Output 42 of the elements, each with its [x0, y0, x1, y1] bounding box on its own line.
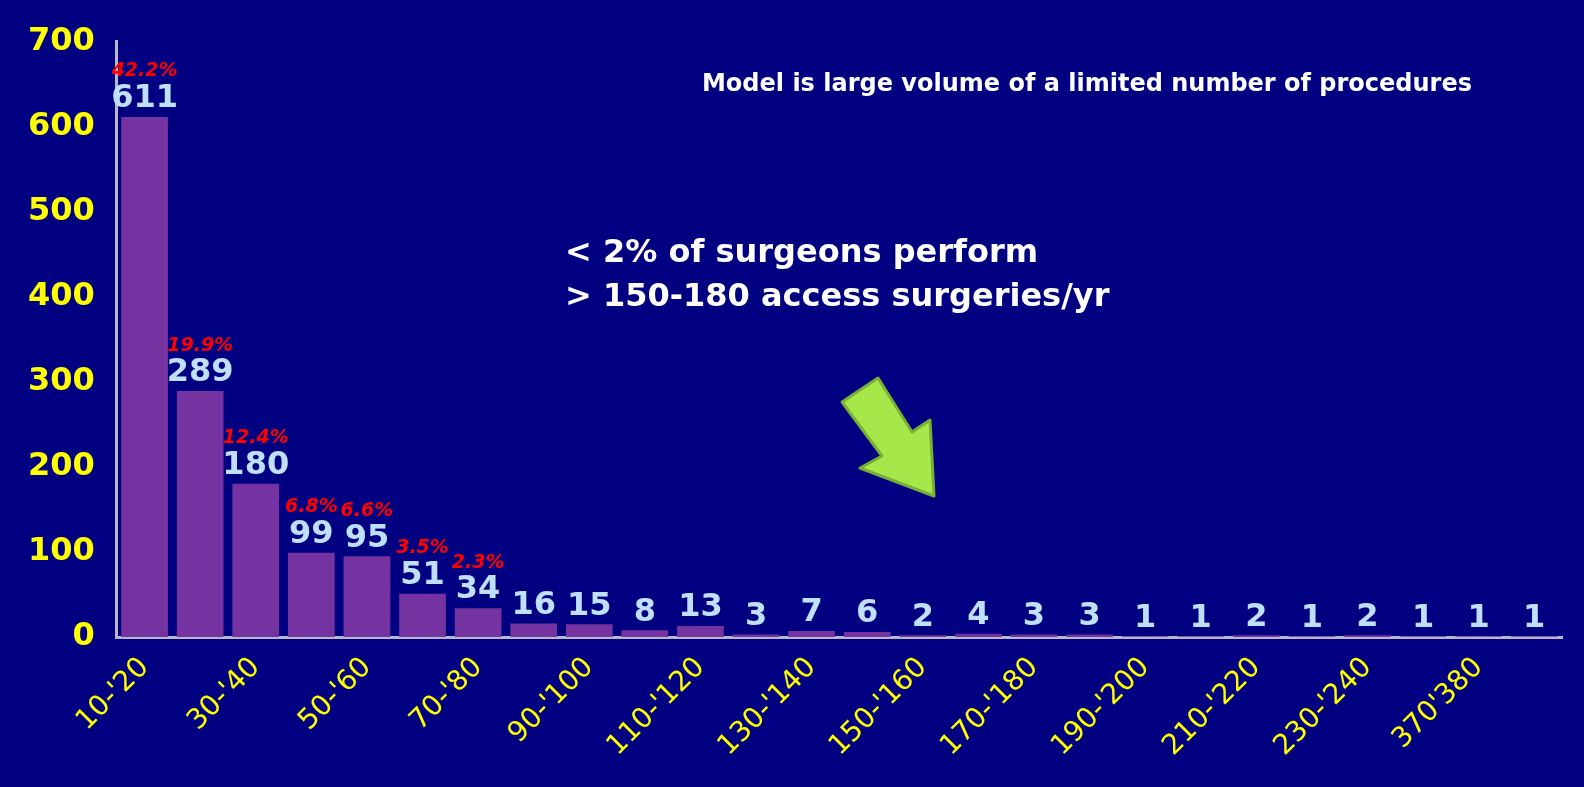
data-label: 1 — [1133, 596, 1157, 635]
y-tick-label: 500 — [28, 189, 95, 228]
text: Model is large volume of a limited number of procedures — [701, 69, 1472, 98]
y-tick-label: 200 — [28, 445, 95, 484]
bar — [677, 626, 724, 638]
data-label: 13 — [678, 586, 723, 625]
bar — [788, 631, 835, 638]
y-tick-label: 300 — [28, 360, 95, 399]
data-label: 1 — [1411, 596, 1435, 635]
bar — [176, 391, 224, 638]
bar — [565, 624, 613, 638]
bar — [399, 593, 446, 638]
data-label: 15 — [567, 584, 612, 623]
data-label: 3 — [744, 594, 768, 633]
bar — [510, 623, 558, 638]
bar — [454, 608, 502, 638]
y-tick-label: 600 — [28, 104, 95, 143]
data-label: 2 — [911, 595, 934, 634]
bar — [121, 116, 168, 638]
data-label: 2 — [1356, 595, 1379, 634]
data-label: 1 — [1467, 596, 1490, 635]
data-label: 2 — [1245, 595, 1268, 634]
data-label: 6 — [856, 592, 879, 631]
bar — [621, 630, 669, 638]
bar — [343, 556, 391, 638]
data-label: 4 — [967, 593, 990, 632]
data-label: 1 — [1300, 596, 1323, 635]
annotation: < 2% of surgeons perform > 150-180 access surgeries/yr — [565, 232, 1110, 315]
y-tick-label: 700 — [28, 19, 95, 58]
data-label: 8 — [633, 590, 656, 629]
data-label: 3 — [1078, 594, 1101, 633]
bar — [288, 552, 335, 638]
y-tick-label: 100 — [28, 530, 95, 569]
y-tick-label: 400 — [28, 274, 95, 313]
bar — [232, 483, 280, 638]
data-label: 1 — [1189, 596, 1212, 635]
data-label: 1 — [1523, 596, 1546, 635]
data-label: 7 — [800, 591, 823, 630]
bar — [843, 631, 891, 638]
data-label: 16 — [511, 583, 556, 622]
y-tick-label: 0 — [72, 615, 95, 654]
data-label: 3 — [1022, 594, 1046, 633]
